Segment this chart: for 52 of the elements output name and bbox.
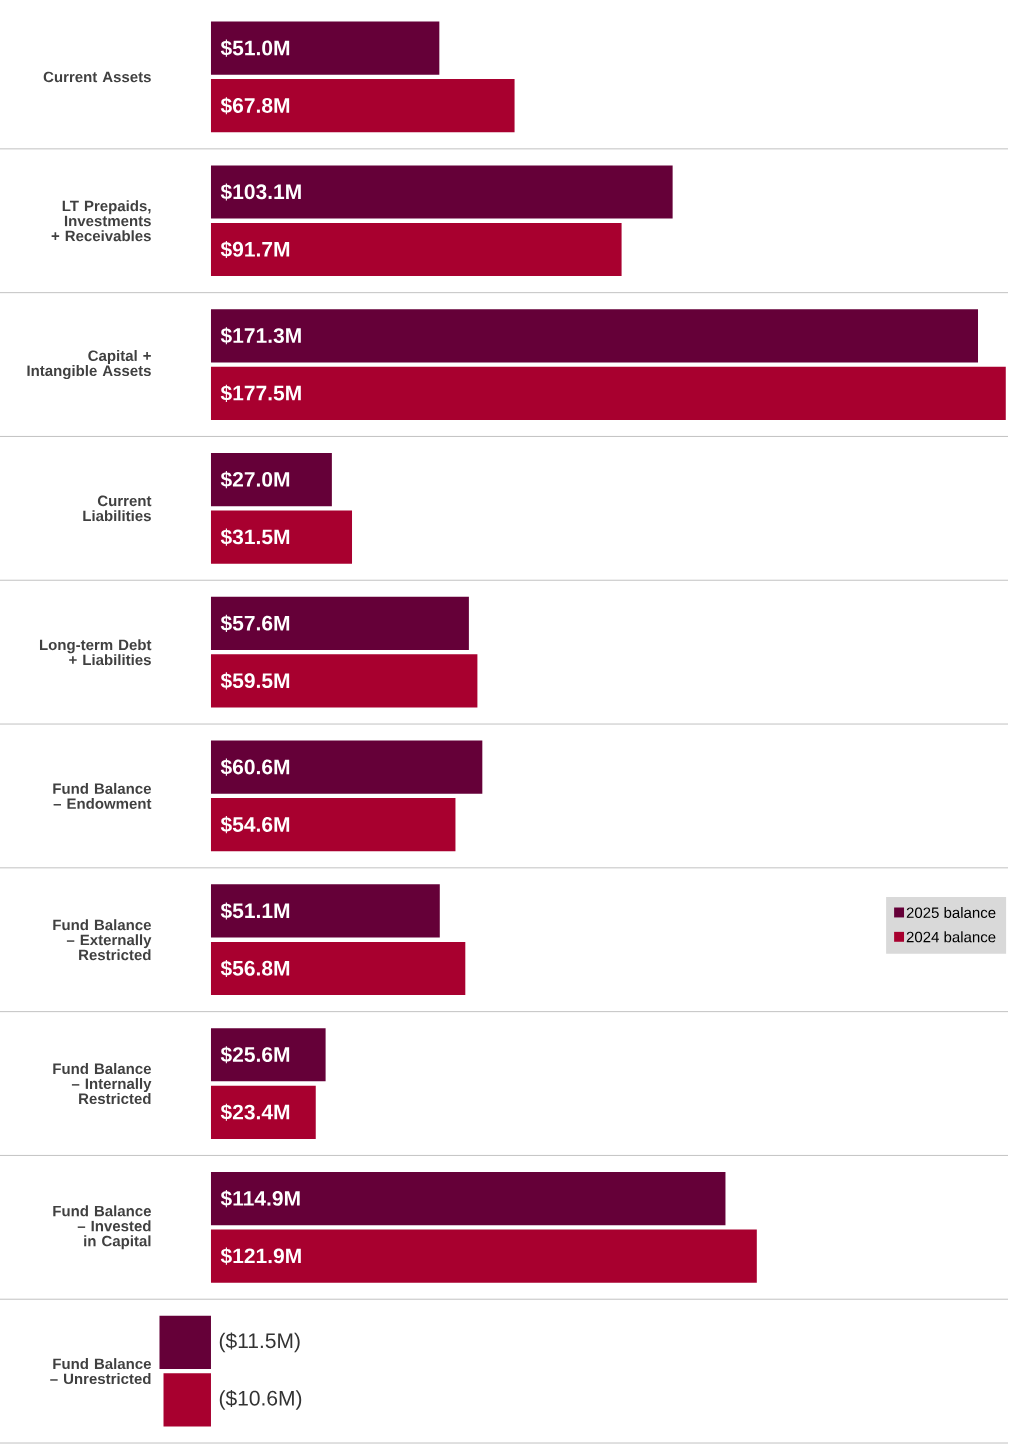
bar [210, 740, 483, 794]
bar [210, 1171, 726, 1226]
y-tick-label: Fund Balance – Externally Restricted [53, 919, 152, 961]
data-label: $60.6M [220, 758, 290, 776]
data-label: $54.6M [220, 816, 290, 834]
data-label: $23.4M [220, 1103, 290, 1121]
y-tick-label: LT Prepaids, Investments + Receivables [51, 200, 151, 242]
legend-label: 2025 balance [906, 906, 996, 919]
bar [210, 79, 515, 133]
legend-label: 2024 balance [906, 931, 996, 943]
bar [210, 21, 440, 75]
bar [210, 1229, 757, 1283]
y-tick-label: Current Liabilities [83, 495, 152, 522]
data-label: $103.1M [220, 183, 301, 201]
data-label: $91.7M [220, 240, 290, 259]
data-label: $171.3M [220, 327, 301, 345]
bar [210, 941, 466, 996]
bar [210, 1028, 326, 1082]
bar [210, 596, 469, 650]
data-label: $59.5M [220, 672, 290, 690]
data-label: $177.5M [220, 384, 301, 402]
y-tick-label: Current Assets [43, 71, 151, 83]
bar [210, 798, 456, 852]
data-label: ($11.5M) [219, 1332, 300, 1353]
data-label: $51.0M [220, 39, 290, 57]
data-label: $121.9M [220, 1247, 301, 1265]
bar [210, 165, 673, 219]
bar [210, 510, 353, 564]
data-label: $57.6M [220, 614, 290, 632]
data-label: $114.9M [220, 1189, 300, 1208]
y-tick-label: Fund Balance – Invested in Capital [53, 1205, 151, 1250]
data-label: $56.8M [220, 959, 290, 978]
y-tick-label: Fund Balance – Unrestricted [50, 1358, 151, 1385]
bar [210, 222, 622, 277]
bar [210, 366, 1006, 420]
y-tick-label: Fund Balance – Endowment [53, 782, 152, 809]
bar [210, 452, 332, 507]
bar [210, 884, 440, 938]
bar [210, 1085, 316, 1139]
data-label: ($10.6M) [219, 1389, 302, 1410]
y-tick-label: Capital + Intangible Assets [27, 350, 151, 380]
data-label: $25.6M [220, 1046, 290, 1064]
y-tick-label: Fund Balance – Internally Restricted [53, 1063, 152, 1105]
data-label: $31.5M [220, 528, 290, 546]
data-label: $67.8M [220, 97, 290, 115]
bar [210, 309, 979, 363]
data-label: $27.0M [220, 471, 290, 489]
y-tick-label: Long-term Debt + Liabilities [39, 639, 152, 666]
data-label: $51.1M [220, 902, 290, 920]
bar [159, 1315, 211, 1369]
bar [163, 1373, 211, 1427]
bar [210, 654, 478, 708]
